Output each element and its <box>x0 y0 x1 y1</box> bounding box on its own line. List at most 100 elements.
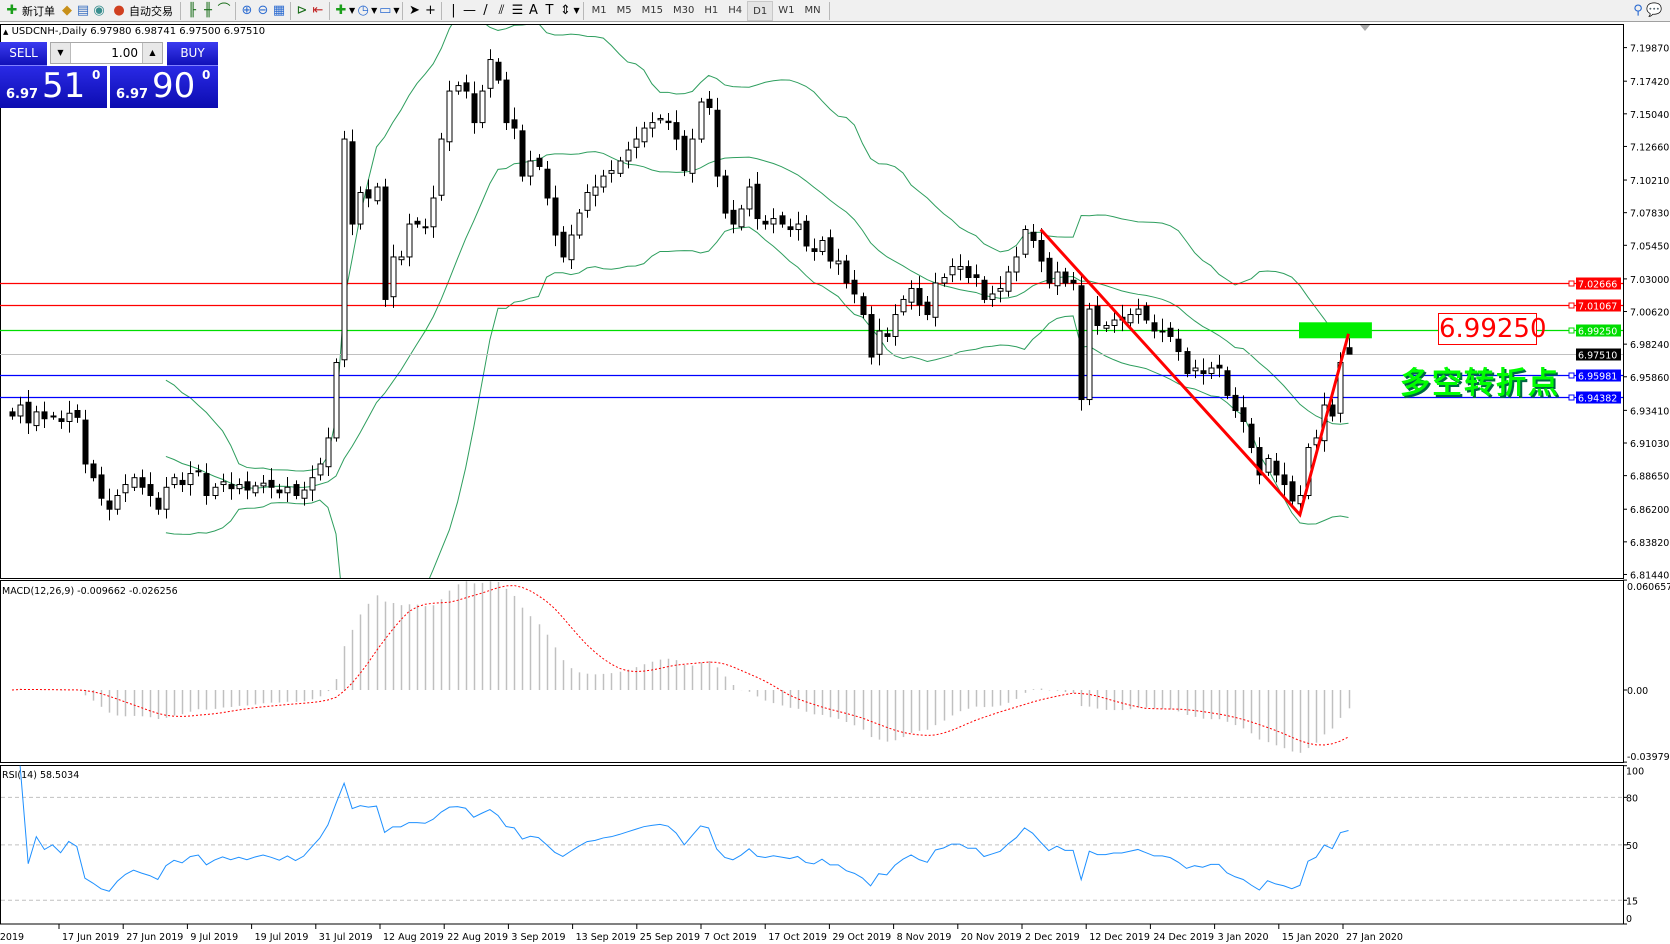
macd-tick-label: 0.060657 <box>1627 582 1670 593</box>
text-icon[interactable]: A <box>529 2 538 18</box>
candle-body <box>860 296 867 316</box>
candle-body <box>1022 229 1029 255</box>
chat-icon[interactable]: 💬 <box>1646 2 1663 18</box>
history-icon[interactable]: ▤ <box>76 2 90 18</box>
timeframe-h4[interactable]: H4 <box>728 4 743 16</box>
zoom-out-icon[interactable]: ⊖ <box>257 2 269 18</box>
line-price-tag-label: 7.02666 <box>1578 280 1617 291</box>
templates-icon[interactable]: ▭ <box>379 2 392 18</box>
candle-body <box>131 477 138 488</box>
collapse-triangle-icon[interactable]: ▲ <box>3 28 9 36</box>
turning-point-label[interactable]: 多空转折点 <box>1400 366 1560 401</box>
lot-increase-button[interactable]: ▲ <box>142 43 162 63</box>
timeframe-m15[interactable]: M15 <box>641 4 663 16</box>
timeframe-m1[interactable]: M1 <box>591 4 607 16</box>
auto-trading-label: 自动交易 <box>129 4 173 18</box>
new-order-button[interactable]: ✚ 新订单 <box>0 1 59 21</box>
candle-body <box>155 497 162 510</box>
text-label-icon[interactable]: T <box>545 2 554 18</box>
search-icon[interactable]: ⚲ <box>1633 2 1643 18</box>
macd-tick-label: 0.00 <box>1627 686 1648 697</box>
candle-body <box>544 168 551 199</box>
price-tick-label: 7.15040 <box>1630 110 1669 121</box>
vertical-line-icon[interactable]: | <box>451 2 456 18</box>
candlestick-icon[interactable]: ╫ <box>204 2 212 18</box>
line-price-tag <box>1576 369 1621 382</box>
candle-body <box>1046 257 1053 284</box>
candle-body <box>714 109 721 177</box>
candle-body <box>681 135 688 172</box>
dropdown-arrow-icon[interactable]: ▼ <box>371 6 378 15</box>
candle-body <box>876 330 883 355</box>
tile-icon[interactable]: ▦ <box>272 2 286 18</box>
candle-body <box>827 237 834 262</box>
candle-body <box>1256 447 1263 476</box>
chart-shift-icon[interactable]: ⇤ <box>312 2 324 18</box>
auto-scroll-icon[interactable]: ⊳ <box>296 2 308 18</box>
timeframe-d1[interactable]: D1 <box>747 0 774 21</box>
lot-decrease-button[interactable]: ▼ <box>51 43 71 63</box>
dropdown-arrow-icon[interactable]: ▼ <box>573 6 580 15</box>
separator <box>290 1 291 20</box>
experts-icon[interactable]: ◆ <box>62 2 72 18</box>
candle-body <box>617 160 624 174</box>
cursor-icon[interactable]: ➤ <box>409 2 420 18</box>
candle-body <box>592 186 599 196</box>
date-label: 24 Dec 2019 <box>1153 932 1214 943</box>
candle-body <box>1030 231 1037 241</box>
dropdown-arrow-icon[interactable]: ▼ <box>349 6 356 15</box>
date-label: 8 Nov 2019 <box>897 932 952 943</box>
horizontal-line-icon[interactable]: — <box>462 2 476 18</box>
sell-button[interactable]: SELL <box>0 42 47 66</box>
bollinger-middle-band <box>165 151 1349 489</box>
candle-body <box>1248 423 1255 449</box>
crosshair-icon[interactable]: + <box>425 2 436 18</box>
candle-body <box>957 266 964 270</box>
candle-body <box>519 130 526 177</box>
fibonacci-icon[interactable]: ⫽ <box>498 2 505 18</box>
candle-body <box>989 293 996 300</box>
indicators-icon[interactable]: ✚ <box>335 2 347 18</box>
timeframe-m5[interactable]: M5 <box>616 4 632 16</box>
lot-input[interactable] <box>71 43 142 63</box>
periods-icon[interactable]: ◷ <box>357 2 369 18</box>
sell-price[interactable]: 6.97 51 0 <box>0 66 107 108</box>
arrows-icon[interactable]: ⇕ <box>560 2 571 18</box>
buy-button[interactable]: BUY <box>167 42 218 66</box>
lot-stepper: ▼ ▲ <box>50 42 163 64</box>
signal-icon[interactable]: ◉ <box>93 2 105 18</box>
timeframe-m30[interactable]: M30 <box>672 4 695 16</box>
candle-body <box>163 486 170 510</box>
dropdown-arrow-icon[interactable]: ▼ <box>393 6 400 15</box>
timeframe-w1[interactable]: W1 <box>778 4 795 16</box>
auto-trading-button[interactable]: ● 自动交易 <box>107 1 177 21</box>
candle-body <box>1111 319 1118 327</box>
date-label: 31 Jul 2019 <box>319 932 373 943</box>
candle-body <box>406 223 413 258</box>
trendline-icon[interactable]: / <box>483 2 488 18</box>
fibo-fan-icon[interactable]: ☰ <box>511 2 524 18</box>
zoom-in-icon[interactable]: ⊕ <box>241 2 253 18</box>
timeframe-mn[interactable]: MN <box>804 4 821 16</box>
rsi-tick-label: 100 <box>1626 767 1644 778</box>
level-price-label[interactable]: 6.99250 <box>1438 313 1547 345</box>
buy-price[interactable]: 6.97 90 0 <box>110 66 218 108</box>
candle-body <box>66 412 73 422</box>
candle-body <box>1013 256 1020 273</box>
candle-body <box>916 287 923 306</box>
date-label: 17 Jun 2019 <box>62 932 119 943</box>
candle-body <box>455 85 462 92</box>
candle-body <box>665 120 672 124</box>
line-price-tag-label: 6.94382 <box>1578 394 1617 405</box>
main-pane <box>0 24 1624 579</box>
candle-body <box>949 266 956 276</box>
separator <box>441 1 443 20</box>
line-chart-icon[interactable]: ⌒ <box>217 2 231 18</box>
timeframe-h1[interactable]: H1 <box>704 4 719 16</box>
candle-body <box>114 495 121 510</box>
candle-body <box>9 411 16 417</box>
price-tick-label: 6.98240 <box>1630 340 1669 351</box>
bar-chart-icon[interactable]: ╟ <box>188 2 196 18</box>
price-tick-label: 6.86200 <box>1630 505 1669 516</box>
